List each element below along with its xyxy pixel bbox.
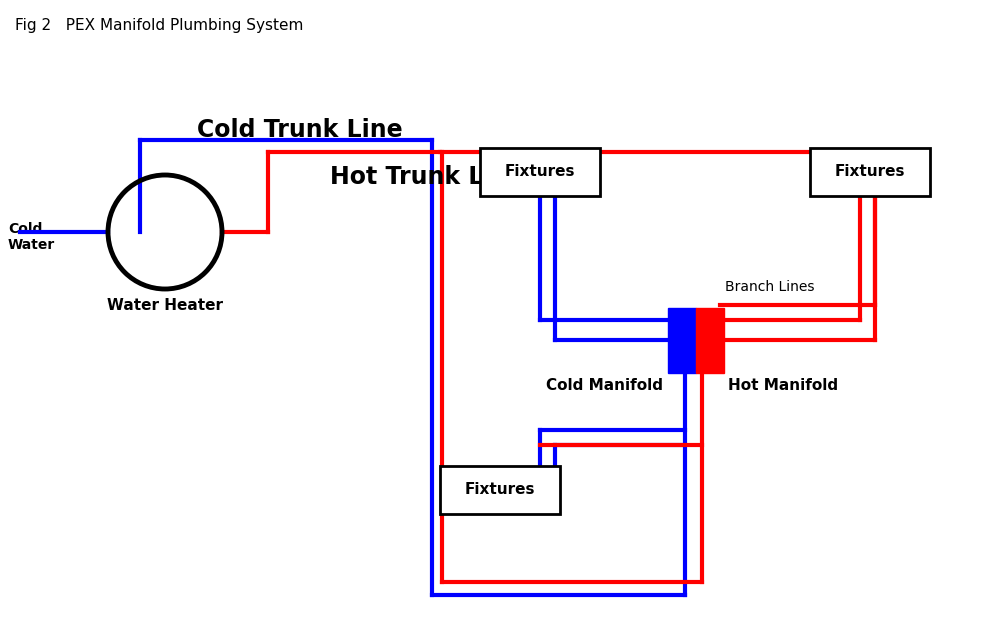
Text: Branch Lines: Branch Lines — [725, 280, 814, 294]
FancyBboxPatch shape — [696, 308, 724, 373]
Text: Cold Trunk Line: Cold Trunk Line — [198, 118, 403, 142]
Text: Fixtures: Fixtures — [465, 483, 535, 498]
FancyBboxPatch shape — [810, 148, 930, 196]
Text: Fig 2   PEX Manifold Plumbing System: Fig 2 PEX Manifold Plumbing System — [15, 18, 303, 33]
Text: Cold Manifold: Cold Manifold — [546, 378, 663, 393]
Text: Fixtures: Fixtures — [505, 164, 576, 180]
FancyBboxPatch shape — [480, 148, 600, 196]
Text: Cold
Water: Cold Water — [8, 222, 55, 252]
Text: Hot Trunk Line: Hot Trunk Line — [330, 165, 524, 189]
Text: Fixtures: Fixtures — [835, 164, 905, 180]
FancyBboxPatch shape — [440, 466, 560, 514]
Text: Water Heater: Water Heater — [107, 298, 223, 313]
FancyBboxPatch shape — [668, 308, 696, 373]
Text: Hot Manifold: Hot Manifold — [728, 378, 838, 393]
